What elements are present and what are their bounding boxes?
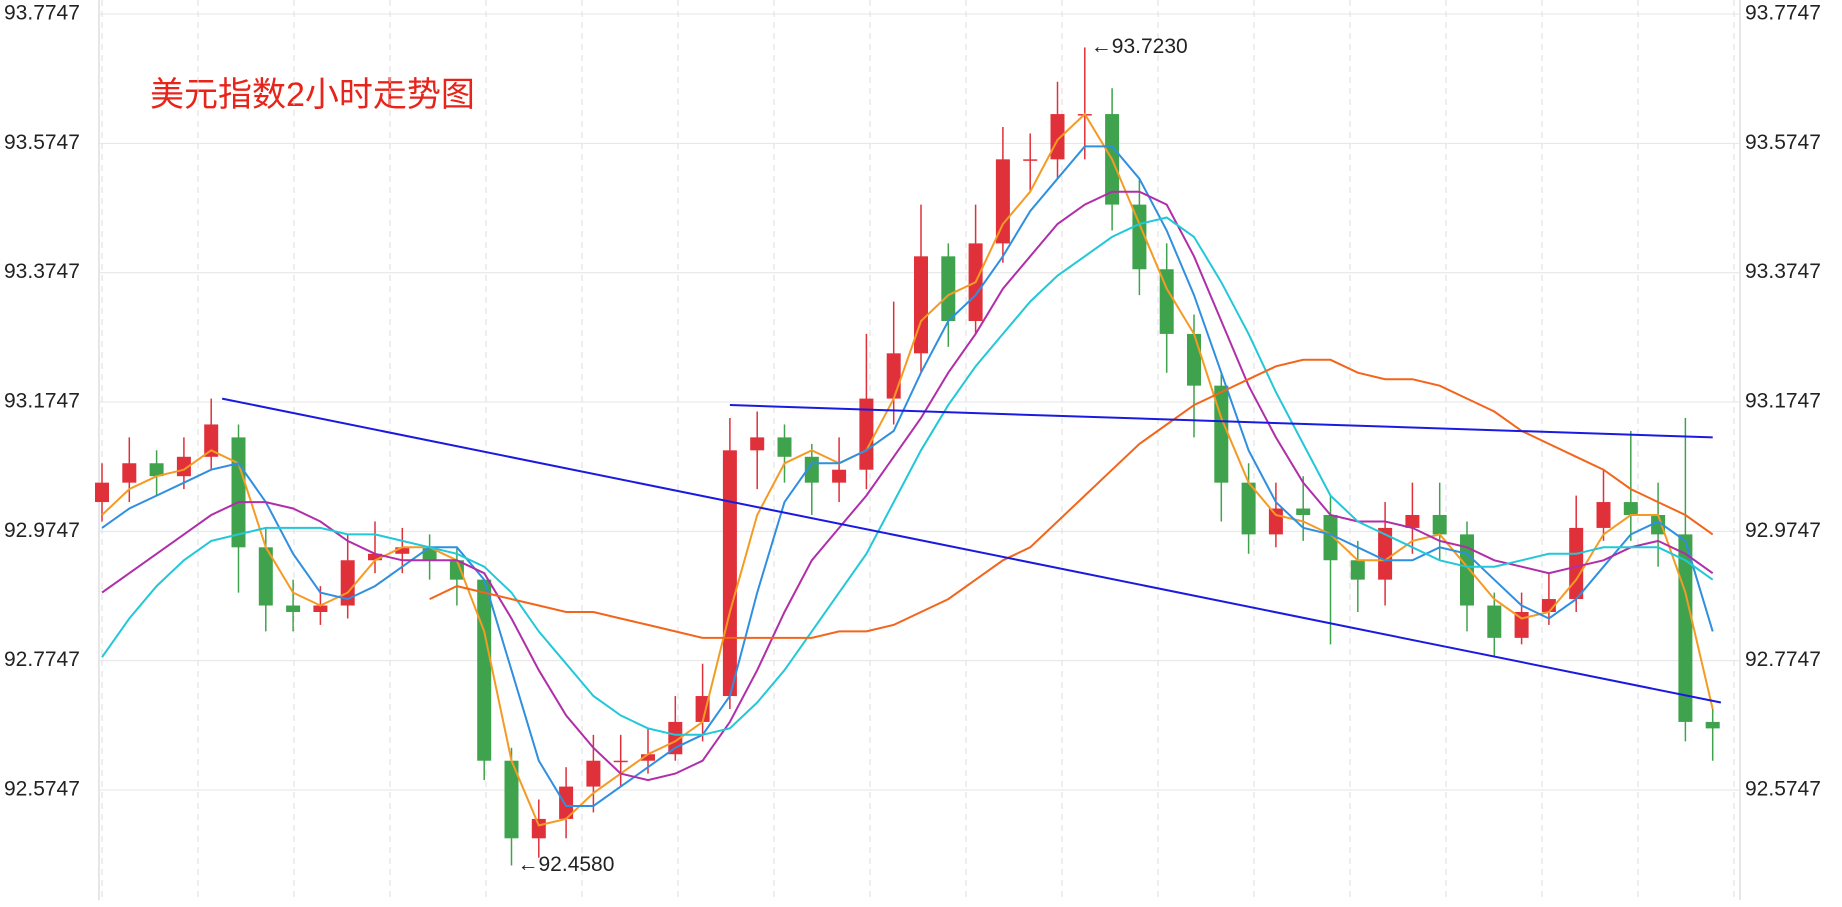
trend-line [221,397,1722,704]
candle-body [1569,527,1584,600]
y-tick-label: 92.7747 [4,648,80,671]
candle-body [886,353,901,399]
y-tick-label: 93.7747 [4,2,80,25]
ma-line [101,145,1714,807]
candle-body [122,463,137,483]
candle-body [1323,514,1338,561]
candle-body [231,437,246,548]
candle-body [1050,114,1065,160]
candle-body [1159,269,1174,334]
ma-line [101,216,1714,736]
ma-line [101,112,1714,827]
candle-body [559,786,574,819]
candle-body [204,424,219,457]
candle-body [832,469,847,483]
candle-body [1623,502,1638,515]
candle-body [258,547,273,606]
ma-line [101,190,1714,782]
candle-body [914,256,928,354]
y-tick-label: 92.9747 [4,519,80,542]
candle-body [286,605,301,612]
candle-body [1350,560,1365,580]
candle-body [477,579,492,761]
candle-body [449,560,464,580]
y2-tick-label: 93.3747 [1745,260,1821,283]
y2-tick-label: 93.5747 [1745,131,1821,154]
ma-line [429,358,1714,639]
trend-line [729,404,1713,439]
candle-body [1460,534,1474,606]
candle-body [641,754,655,761]
candle-body [586,760,601,787]
candle-body [1487,605,1502,638]
y2-tick-label: 93.1747 [1745,390,1821,413]
candle-body [149,463,164,477]
candle-body [1651,514,1666,535]
candle-body [750,437,765,451]
candle-body [1241,482,1256,535]
candle-body [1187,333,1201,386]
candle-body [613,760,628,763]
candle-body [313,605,328,612]
candle-body [995,159,1010,244]
annotation: ←93.7230 [1091,35,1188,58]
candle-body [1378,527,1393,580]
annotation: ←92.4580 [518,853,615,876]
candle-body [777,437,792,457]
y-tick-label: 93.5747 [4,131,80,154]
y-tick-label: 92.5747 [4,778,80,801]
y-tick-label: 93.3747 [4,260,80,283]
candle-body [395,547,410,554]
candle-body [504,760,519,839]
candle-body [1705,721,1720,729]
chart-title: 美元指数2小时走势图 [150,76,475,114]
y2-tick-label: 93.7747 [1745,2,1821,25]
candle-body [1268,508,1283,535]
candle-body [695,696,710,722]
grid [98,0,1741,900]
candle-body [1405,514,1420,528]
candle-body [1132,204,1147,270]
candle-body [941,256,956,321]
candle-body [1023,159,1038,161]
candle-body [1596,502,1611,528]
candle-body [531,818,546,839]
candle-body [368,553,382,561]
y-tick-label: 93.1747 [4,390,80,413]
candle-body [1296,508,1311,515]
y2-tick-label: 92.9747 [1745,519,1821,542]
candle-body [1432,514,1447,535]
y2-tick-label: 92.5747 [1745,778,1821,801]
candle-body [722,450,737,697]
candle-body [95,482,109,503]
y2-tick-label: 92.7747 [1745,648,1821,671]
